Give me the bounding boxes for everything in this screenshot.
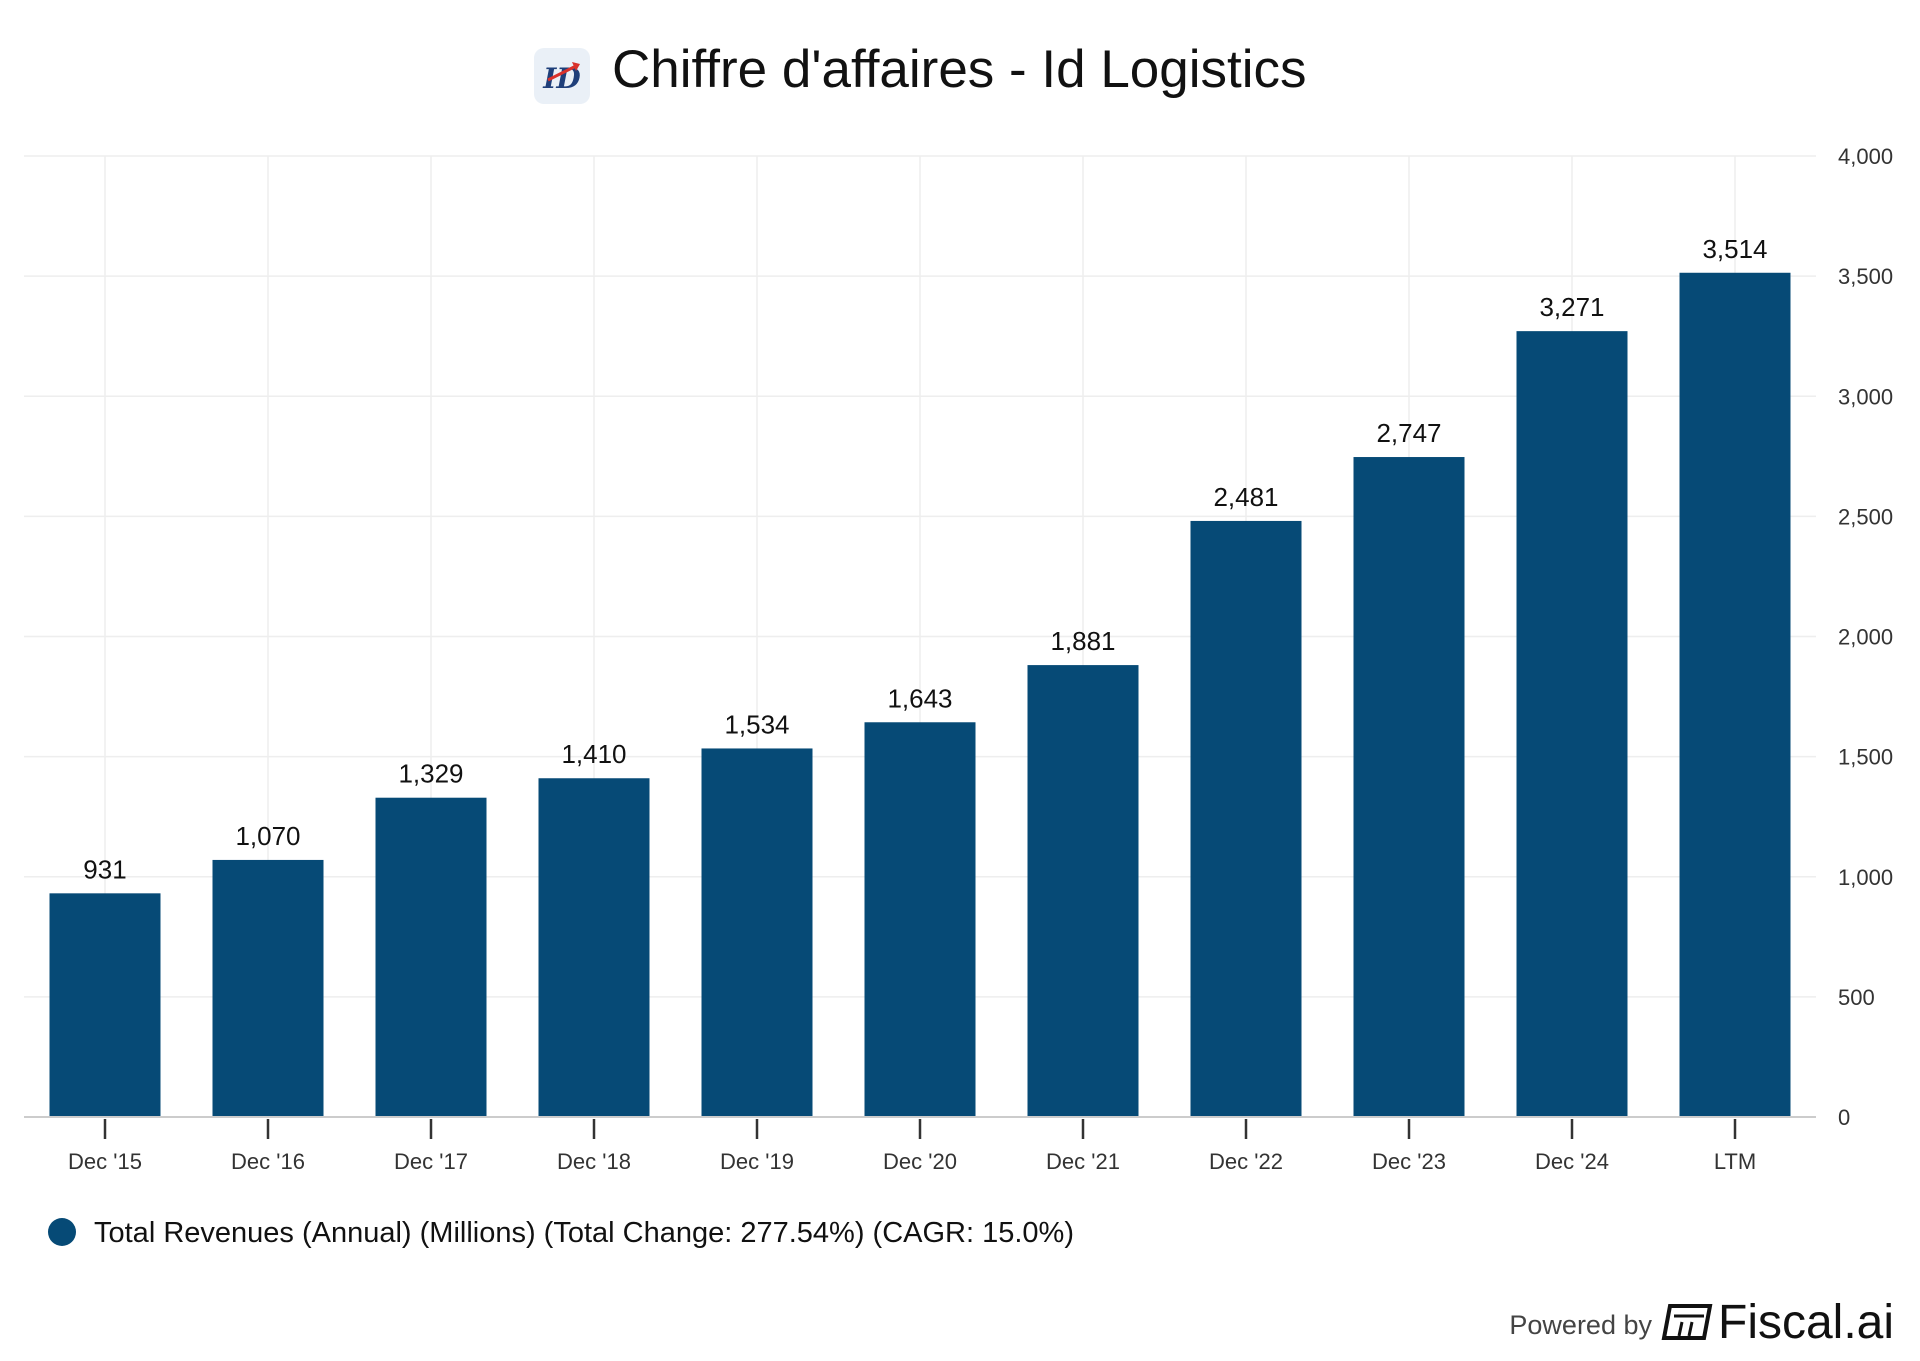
bar-value-label: 1,070: [235, 821, 300, 851]
x-tick-label: LTM: [1714, 1149, 1756, 1174]
y-tick-label: 4,000: [1838, 144, 1893, 169]
fiscal-logo-icon: [1661, 1304, 1713, 1340]
y-tick-label: 3,000: [1838, 384, 1893, 409]
id-logistics-logo-icon: ID: [534, 48, 590, 104]
y-tick-label: 0: [1838, 1105, 1850, 1130]
x-axis: Dec '15 Dec '16 Dec '17 Dec '18 Dec '19 Dec '…: [24, 1116, 1816, 1174]
y-tick-label: 1,500: [1838, 745, 1893, 770]
legend: Total Revenues (Annual) (Millions) (Tota…: [48, 1217, 1074, 1249]
x-tick-label: Dec '21: [1046, 1149, 1120, 1174]
legend-label: Total Revenues (Annual) (Millions) (Tota…: [94, 1217, 1074, 1249]
bar: [375, 797, 487, 1117]
fiscal-brand: Fiscal.ai: [1718, 1296, 1894, 1349]
bar: [49, 893, 161, 1117]
x-tick-label: Dec '17: [394, 1149, 468, 1174]
bar: [538, 778, 650, 1117]
y-tick-label: 3,500: [1838, 264, 1893, 289]
x-tick-label: Dec '18: [557, 1149, 631, 1174]
bar: [864, 722, 976, 1117]
chart-title: Chiffre d'affaires - Id Logistics: [612, 40, 1307, 99]
bars: [49, 272, 1791, 1118]
bar: [1353, 457, 1465, 1117]
x-tick-label: Dec '22: [1209, 1149, 1283, 1174]
data-labels: 931 1,070 1,329 1,410 1,534 1,643 1,881 2,481 2,…: [83, 234, 1767, 885]
legend-swatch: [48, 1218, 76, 1246]
y-axis: 0 500 1,000 1,500 2,000 2,500 3,000 3,500 4,000: [1838, 144, 1893, 1130]
x-tick-label: Dec '16: [231, 1149, 305, 1174]
bar-value-label: 1,881: [1050, 626, 1115, 656]
x-tick-label: Dec '20: [883, 1149, 957, 1174]
bar-value-label: 1,329: [398, 759, 463, 789]
bar-value-label: 3,514: [1702, 234, 1767, 264]
y-tick-label: 500: [1838, 985, 1875, 1010]
x-tick-label: Dec '19: [720, 1149, 794, 1174]
bar: [1679, 272, 1791, 1118]
y-tick-label: 2,500: [1838, 504, 1893, 529]
bar-value-label: 1,410: [561, 739, 626, 769]
powered-by-text: Powered by: [1509, 1310, 1652, 1340]
bar-value-label: 3,271: [1539, 292, 1604, 322]
bar: [701, 748, 813, 1117]
bar-value-label: 931: [83, 854, 126, 884]
bar-value-label: 2,481: [1213, 482, 1278, 512]
bar-value-label: 1,534: [724, 709, 789, 739]
x-tick-label: Dec '15: [68, 1149, 142, 1174]
bar-value-label: 2,747: [1376, 418, 1441, 448]
x-tick-label: Dec '24: [1535, 1149, 1609, 1174]
footer: Powered by Fiscal.ai: [1509, 1296, 1894, 1349]
bar: [212, 859, 324, 1117]
x-tick-label: Dec '23: [1372, 1149, 1446, 1174]
y-tick-label: 1,000: [1838, 865, 1893, 890]
y-tick-label: 2,000: [1838, 625, 1893, 650]
chart-header: ID Chiffre d'affaires - Id Logistics: [534, 40, 1307, 104]
bar: [1027, 665, 1139, 1117]
bar-value-label: 1,643: [887, 683, 952, 713]
bar: [1190, 520, 1302, 1117]
bar: [1516, 331, 1628, 1118]
